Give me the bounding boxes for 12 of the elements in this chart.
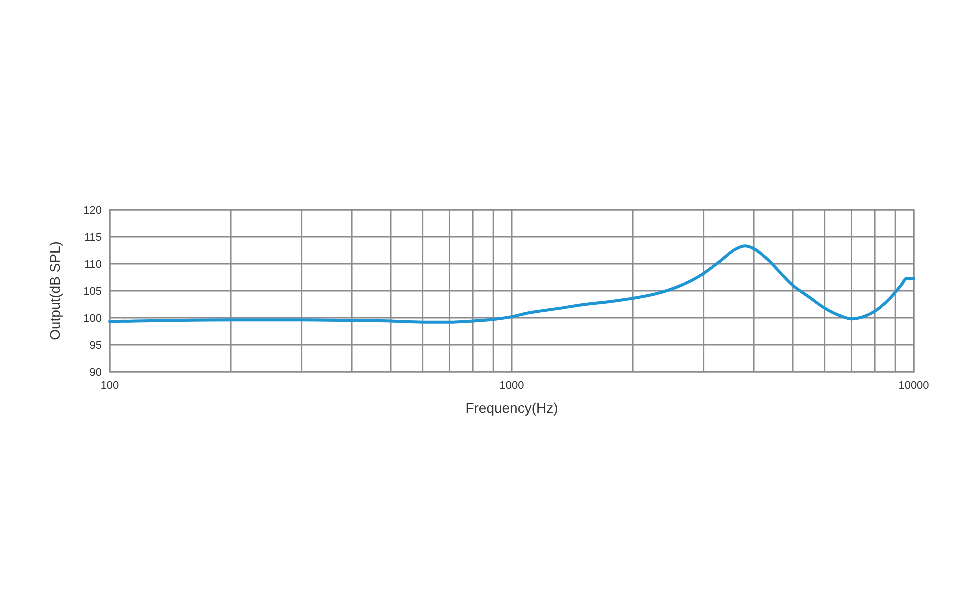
y-tick-label: 100 (84, 312, 102, 325)
y-tick-label: 105 (84, 286, 102, 298)
y-tick-label: 95 (90, 340, 102, 352)
y-tick-label: 90 (90, 366, 102, 379)
y-tick-label: 120 (84, 204, 102, 217)
y-axis-title: Output(dB SPL) (47, 242, 63, 340)
y-tick-label: 115 (84, 232, 102, 244)
x-axis-title: Frequency(Hz) (466, 400, 558, 416)
x-tick-label: 10000 (898, 380, 930, 392)
x-tick-label: 1000 (500, 380, 524, 392)
x-tick-label: 100 (100, 380, 120, 392)
y-tick-label: 110 (84, 258, 102, 271)
